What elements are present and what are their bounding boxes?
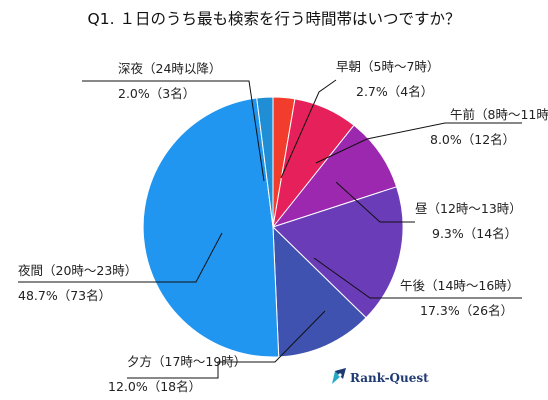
- leader-line: [280, 79, 337, 179]
- leader-line: [82, 80, 265, 182]
- leader-line: [315, 122, 522, 164]
- slice-value-label: 17.3%（26名）: [420, 303, 513, 318]
- slice-category-label: 午前（8時〜11時）: [450, 107, 548, 122]
- slice-value-label: 2.0%（3名）: [118, 86, 195, 101]
- slice-value-label: 2.7%（4名）: [356, 84, 433, 99]
- slice-category-label: 夕方（17時〜19時）: [127, 354, 246, 369]
- brand-logo: Rank-Quest: [332, 368, 429, 385]
- leader-line: [127, 310, 326, 379]
- slice-category-label: 夜間（20時〜23時）: [18, 263, 137, 278]
- slice-category-label: 午後（14時〜16時）: [400, 278, 519, 293]
- chart-title: Q1. １日のうち最も検索を行う時間帯はいつですか？: [88, 10, 461, 28]
- rocket-icon: [332, 368, 346, 384]
- leader-line: [313, 257, 522, 299]
- slice-category-label: 深夜（24時以降）: [118, 61, 221, 76]
- pie-slice: [256, 96, 274, 228]
- slice-labels: 早朝（5時〜7時） 2.7%（4名） 午前（8時〜11時） 8.0%（12名） 昼（12…: [18, 59, 548, 394]
- leader-lines: [18, 79, 522, 379]
- pie-slice: [272, 225, 367, 358]
- brand-name: Rank-Quest: [350, 371, 429, 385]
- slice-category-label: 昼（12時〜13時）: [415, 201, 522, 216]
- pie-slice: [272, 186, 404, 319]
- pie-slice: [142, 97, 280, 358]
- slice-value-label: 12.0%（18名）: [108, 379, 201, 394]
- slice-value-label: 48.7%（73名）: [18, 288, 111, 303]
- leader-line: [335, 181, 415, 223]
- leader-line: [18, 232, 223, 283]
- slice-value-label: 8.0%（12名）: [430, 132, 515, 147]
- pie-slices: [142, 96, 404, 358]
- slice-value-label: 9.3%（14名）: [432, 226, 517, 241]
- slice-category-label: 早朝（5時〜7時）: [336, 59, 439, 74]
